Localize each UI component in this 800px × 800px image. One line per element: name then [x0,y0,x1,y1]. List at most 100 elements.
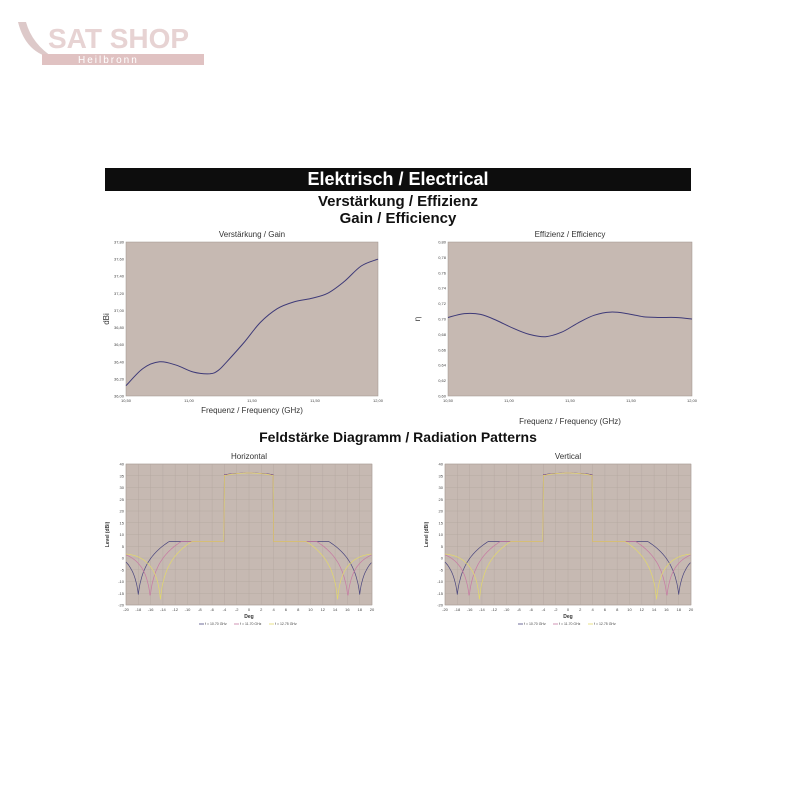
y-tick-label: 0,74 [438,286,447,291]
gain-efficiency-title-de: Verstärkung / Effizienz [317,193,479,210]
x-tick-label: 4 [591,607,594,612]
x-tick-label: 14 [652,607,657,612]
y-tick-label: 35 [439,473,444,478]
x-tick-label: 10 [627,607,632,612]
efficiency-chart: Effizienz / Efficiency 0,60 0,62 0,64 0,66 0,… [413,230,698,426]
y-tick-label: 0,72 [438,301,447,306]
series-line [125,472,372,600]
y-tick-label: 0,70 [438,317,447,322]
y-tick-label: 36,60 [114,342,125,347]
x-tick-label: -14 [160,607,167,612]
gain-chart: Verstärkung / Gain 36,00 36,20 36,40 36,60 36… [102,230,384,415]
y-tick-label: 37,00 [114,308,125,313]
y-tick-label: 0 [122,556,125,561]
y-tick-label: 25 [439,497,444,502]
y-tick-label: 15 [120,520,125,525]
y-tick-label: 37,60 [114,257,125,262]
x-tick-label: 18 [357,607,362,612]
y-tick-label: 20 [439,509,444,514]
x-axis-label: Deg [563,614,572,620]
y-tick-label: 0,78 [438,255,447,260]
x-tick-label: 20 [370,607,375,612]
x-tick-label: -2 [235,607,239,612]
y-tick-label: -15 [118,591,125,596]
x-tick-label: 12 [321,607,326,612]
y-tick-label: 37,80 [114,240,125,245]
x-tick-label: -8 [517,607,521,612]
x-tick-label: 16 [345,607,350,612]
legend-entry: f = 10.70 GHz [524,622,546,626]
y-tick-label: 35 [120,473,125,478]
legend-entry: f = 11.70 GHz [240,622,262,626]
x-tick-label: -6 [210,607,214,612]
x-tick-label: 18 [676,607,681,612]
y-tick-label: 0,64 [438,363,447,368]
y-tick-label: 25 [120,497,125,502]
x-tick-label: 12 [640,607,645,612]
sat-shop-logo: SAT SHOP Heilbronn [18,22,204,66]
y-tick-label: 30 [439,485,444,490]
x-tick-label: -20 [123,607,130,612]
x-tick-label: 10,50 [443,398,454,403]
y-tick-label: -10 [118,579,125,584]
y-tick-label: -20 [118,603,125,608]
x-tick-label: 12,00 [687,398,698,403]
logo-brand: SAT SHOP [48,23,189,54]
x-tick-label: 0 [567,607,570,612]
section-banner: Elektrisch / Electrical [105,168,691,191]
x-tick-label: -16 [467,607,474,612]
x-tick-label: 10,50 [121,398,132,403]
x-tick-label: 14 [333,607,338,612]
y-tick-label: 0,68 [438,332,447,337]
chart-title: Verstärkung / Gain [219,230,285,239]
y-tick-label: 10 [439,532,444,537]
y-tick-label: 36,20 [114,376,125,381]
x-tick-label: -10 [185,607,192,612]
series-line [125,258,379,387]
radiation-patterns-title: Feldstärke Diagramm / Radiation Patterns [259,429,537,445]
legend-entry: f = 12.75 GHz [275,622,297,626]
y-tick-label: 36,00 [114,394,125,399]
x-tick-label: 11,50 [565,398,575,403]
x-tick-label: -6 [529,607,533,612]
y-tick-label: 30 [120,485,125,490]
y-tick-label: -20 [437,603,444,608]
horizontal-pattern-chart: Horizontal-20-15-10-50510152025303540-20… [105,452,375,626]
x-tick-label: 11,00 [184,398,194,403]
x-axis-label: Frequenz / Frequency (GHz) [201,406,303,415]
gain-efficiency-title-en: Gain / Efficiency [339,210,457,227]
y-tick-label: 36,80 [114,325,125,330]
legend-entry: f = 10.70 GHz [205,622,227,626]
legend-entry: f = 11.70 GHz [559,622,581,626]
x-tick-label: 4 [272,607,275,612]
chart-title: Vertical [555,452,581,461]
y-tick-label: 0,62 [438,378,447,383]
y-axis-label: dBi [102,313,111,325]
x-tick-label: -20 [442,607,449,612]
x-tick-label: -2 [554,607,558,612]
x-tick-label: -12 [172,607,179,612]
x-tick-label: -10 [504,607,511,612]
x-tick-label: -16 [148,607,155,612]
y-tick-label: 20 [120,509,125,514]
y-tick-label: 5 [441,544,444,549]
y-tick-label: 40 [439,462,444,467]
chart-title: Effizienz / Efficiency [535,230,606,239]
x-tick-label: 11,00 [504,398,514,403]
plot-area [125,241,379,397]
y-tick-label: 37,20 [114,291,125,296]
y-tick-label: 36,40 [114,359,125,364]
x-tick-label: -4 [223,607,227,612]
plot-area [447,241,693,397]
logo-city: Heilbronn [78,55,139,66]
y-tick-label: 0 [441,556,444,561]
x-tick-label: 6 [604,607,607,612]
x-tick-label: 0 [248,607,251,612]
y-tick-label: -10 [437,579,444,584]
y-tick-label: 10 [120,532,125,537]
y-tick-label: 0,60 [438,394,447,399]
y-tick-label: 0,76 [438,270,447,275]
chart-title: Horizontal [231,452,267,461]
series-line [447,311,693,338]
